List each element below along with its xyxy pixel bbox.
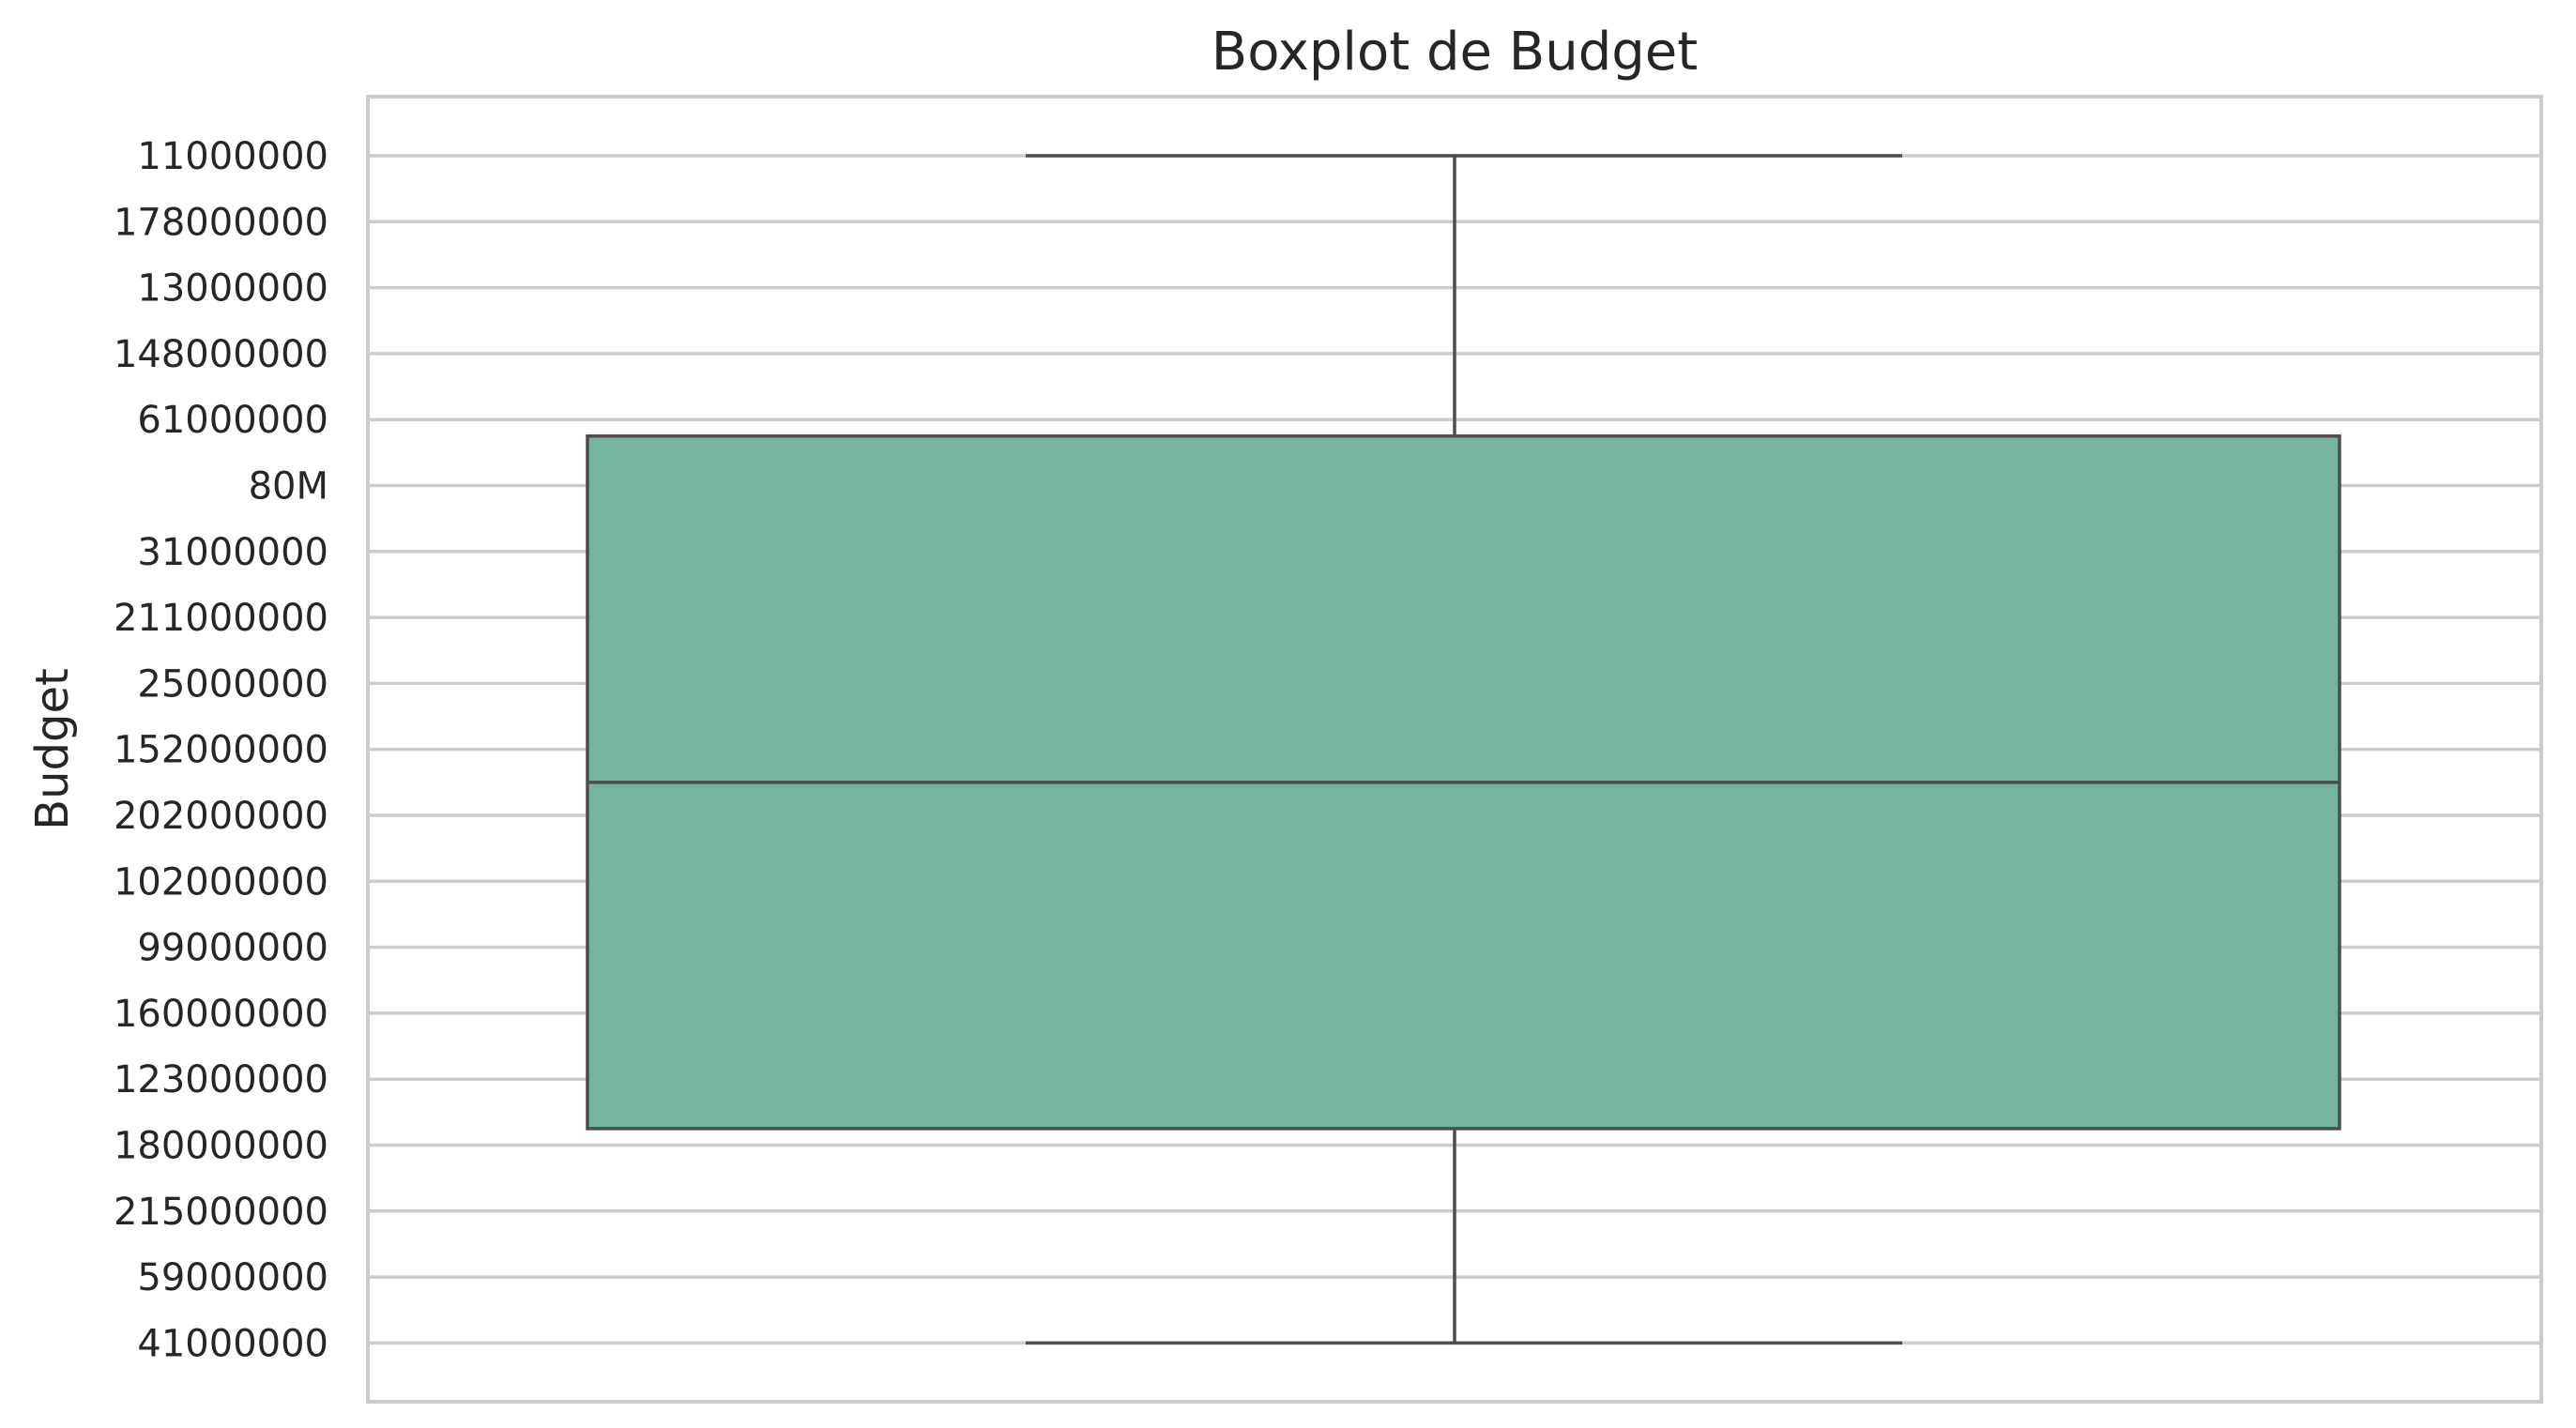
y-tick-label: 211000000 [114,597,328,640]
y-tick-label: 102000000 [114,860,328,904]
y-tick-label: 13000000 [137,267,328,311]
y-tick-label: 202000000 [114,795,328,838]
y-tick-label: 99000000 [137,927,328,970]
y-tick-label: 215000000 [114,1191,328,1234]
y-axis-label: Budget [26,668,79,830]
y-tick-label: 178000000 [114,201,328,244]
y-tick-label: 80M [249,465,328,509]
y-tick-label: 59000000 [137,1256,328,1299]
y-tick-labels: 11000000 178000000 13000000 148000000 610000… [114,135,328,1365]
y-tick-label: 41000000 [137,1322,328,1365]
plot-frame [366,95,2543,1404]
y-tick-label: 180000000 [114,1125,328,1168]
y-tick-label: 11000000 [137,135,328,178]
y-tick-label: 31000000 [137,531,328,574]
y-tick-label: 25000000 [137,662,328,706]
y-tick-label: 152000000 [114,729,328,772]
y-tick-label: 61000000 [137,399,328,442]
y-tick-label: 123000000 [114,1058,328,1101]
chart-title: Boxplot de Budget [1212,22,1698,83]
box-plot [586,154,2341,1345]
y-tick-label: 160000000 [114,993,328,1036]
y-tick-label: 148000000 [114,333,328,376]
